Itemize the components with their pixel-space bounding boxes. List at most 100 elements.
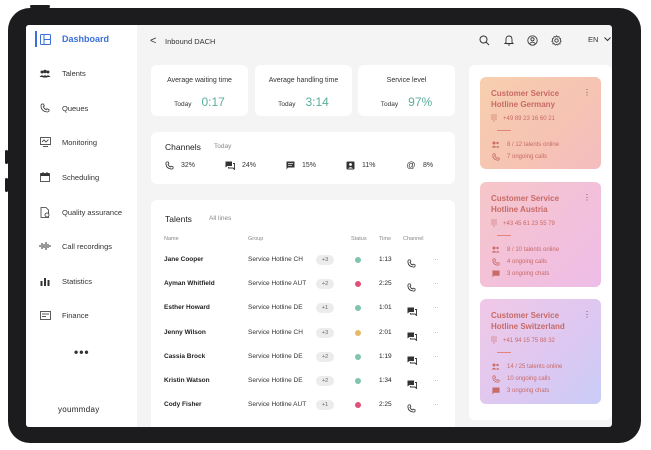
back-button[interactable]: < [150,35,157,47]
top-button [30,5,50,8]
chat-icon [225,160,235,170]
hotline-phone: +49 89 23 16 60 21 [491,114,555,124]
talent-time: 2:25 [379,280,392,288]
sidebar-item-statistics[interactable]: Statistics [38,270,137,292]
phone-icon [164,160,174,170]
table-row[interactable]: Jenny Wilson Service Hotline CH +3 2:01... [151,325,453,342]
hotline-talents: 14 / 25 talents online [491,362,562,371]
column-header-time[interactable]: Time [379,236,392,242]
wallet-icon [38,308,52,322]
row-more-button[interactable]: ... [433,376,439,383]
hotline-card-switzerland[interactable]: Customer Service Hotline Switzerland ⋮ +… [480,299,601,404]
sidebar-item-label: Statistics [62,276,93,286]
more-menu-button[interactable]: ••• [74,345,90,359]
language-selector[interactable]: EN [588,35,611,44]
hotline-name: Customer Service Hotline Austria [491,194,560,214]
sidebar-item-label: Call recordings [62,241,113,251]
user-icon[interactable] [525,33,539,47]
row-more-button[interactable]: ... [433,327,439,335]
side-button [5,150,8,164]
column-header-channel[interactable]: Channel [403,236,424,242]
table-row[interactable]: Kristin Watson Service Hotline DE +2 1:34..… [151,373,453,390]
search-icon[interactable] [477,33,491,47]
channel-value: 11% [362,161,376,169]
language-label: EN [588,35,599,44]
divider [497,352,511,353]
sidebar-item-quality-assurance[interactable]: Quality assurance [38,201,137,223]
people-icon [491,140,500,149]
hotline-chats: 3 ongoing chats [491,386,549,395]
phone-icon [38,101,52,115]
table-row[interactable]: Ayman Whitfield Service Hotline AUT +2 2:25… [151,276,453,292]
table-row[interactable]: Esther Howard Service Hotline DE +1 1:01... [151,300,453,317]
stat-title: Average waiting time [167,77,232,84]
more-vertical-icon[interactable]: ⋮ [583,310,591,319]
column-header-name[interactable]: Name [164,236,179,242]
chat-icon [491,386,500,395]
sidebar-item-call-recordings[interactable]: Call recordings [38,235,137,257]
talent-name: Cody Fisher [164,401,202,409]
channels-card: Channels Today 32% 24% 15% 11% @ 8% [151,132,455,184]
column-header-group[interactable]: Group [248,236,264,242]
hotline-calls-count: 7 ongoing calls [507,153,548,160]
sidebar-item-monitoring[interactable]: Monitoring [38,131,137,153]
stat-value: 97% [408,95,433,109]
talent-group: Service Hotline CH [248,256,303,263]
group-count-badge[interactable]: +1 [316,400,334,411]
phone-icon [407,255,417,268]
sidebar-item-dashboard[interactable]: Dashboard [38,28,137,50]
more-vertical-icon[interactable]: ⋮ [583,193,591,202]
sidebar-item-scheduling[interactable]: Scheduling [38,166,137,188]
group-count-badge[interactable]: +2 [316,279,334,290]
table-row[interactable]: Cody Fisher Service Hotline AUT +1 2:25... [151,397,453,413]
group-count-badge[interactable]: +2 [316,376,334,386]
sidebar-item-label: Talents [62,68,86,78]
active-indicator [35,31,37,47]
hotline-phone-number: +41 94 15 75 88 32 [503,338,555,344]
hotline-chats-count: 3 ongoing chats [507,387,550,394]
gear-icon[interactable] [549,33,563,47]
sidebar-item-label: Scheduling [62,172,100,182]
talent-group: Service Hotline AUT [248,280,307,288]
hotline-card-austria[interactable]: Customer Service Hotline Austria ⋮ +43 4… [480,182,601,287]
talent-name: Jane Cooper [164,256,204,263]
monitor-icon [38,135,52,149]
talents-filter[interactable]: All lines [209,215,232,222]
row-more-button[interactable]: ... [433,351,439,359]
stat-title: Service level [386,77,427,84]
group-count-badge[interactable]: +3 [316,255,334,265]
column-header-status[interactable]: Status [351,236,367,242]
sidebar-item-queues[interactable]: Queues [38,97,137,119]
phone-icon [407,400,417,413]
row-more-button[interactable]: ... [433,255,439,262]
channel-value: 24% [242,161,257,169]
talent-time: 1:13 [379,256,392,263]
channel-contact: 11% [345,160,376,170]
row-more-button[interactable]: ... [433,303,439,311]
hotline-card-germany[interactable]: Customer Service Hotline Germany ⋮ +49 8… [480,77,601,169]
hotline-talents-count: 14 / 25 talents online [507,363,563,370]
chat-icon [491,269,500,278]
row-more-button[interactable]: ... [433,279,439,287]
sidebar-item-finance[interactable]: Finance [38,304,137,326]
row-more-button[interactable]: ... [433,400,439,408]
table-row[interactable]: Cassia Brock Service Hotline DE +2 1:19... [151,349,453,366]
hotline-talents: 8 / 12 talents online [491,140,559,149]
table-row[interactable]: Jane Cooper Service Hotline CH +3 1:13... [151,252,453,268]
hotline-talents: 8 / 10 talents online [491,245,559,254]
chevron-down-icon [603,35,611,44]
people-icon [38,66,52,80]
hotline-calls: 10 ongoing calls [491,374,550,383]
group-count-badge[interactable]: +3 [316,327,334,338]
bar-chart-icon [38,274,52,288]
talents-card: Talents All lines Name Group Status Time… [151,200,455,427]
group-count-badge[interactable]: +1 [316,303,334,314]
bell-icon[interactable] [502,33,516,47]
hotline-calls: 7 ongoing calls [491,152,547,161]
status-dot [355,305,361,312]
sidebar-item-talents[interactable]: Talents [38,62,137,84]
group-count-badge[interactable]: +2 [316,351,334,362]
hotline-phone: +41 94 15 75 88 32 [491,336,555,346]
chat-icon [407,376,417,390]
more-vertical-icon[interactable]: ⋮ [583,88,591,97]
